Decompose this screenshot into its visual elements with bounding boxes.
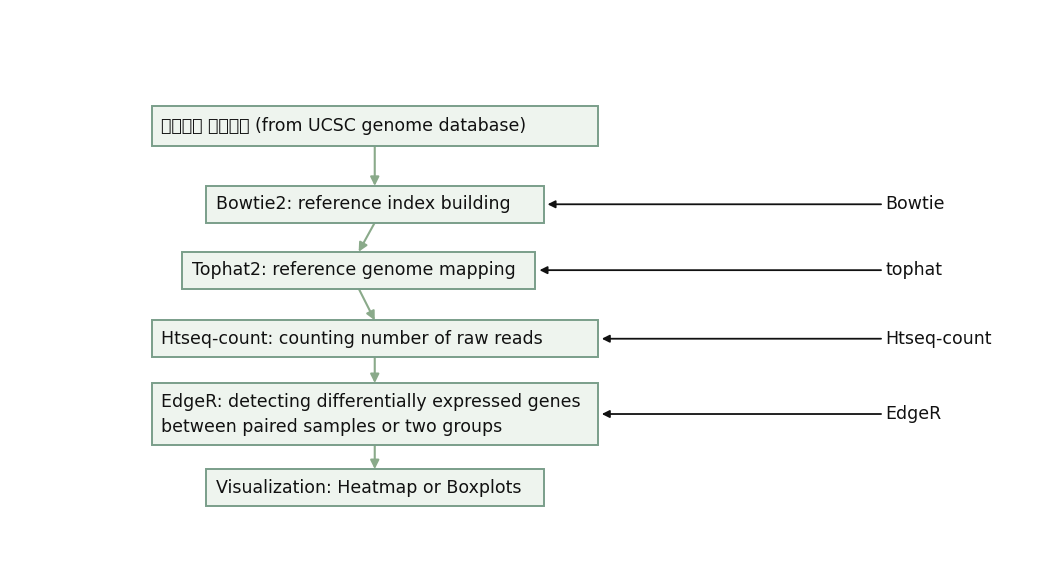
FancyBboxPatch shape: [151, 106, 597, 146]
Text: Tophat2: reference genome mapping: Tophat2: reference genome mapping: [192, 261, 515, 279]
Text: Visualization: Heatmap or Boxplots: Visualization: Heatmap or Boxplots: [216, 478, 522, 496]
FancyBboxPatch shape: [151, 383, 597, 445]
FancyBboxPatch shape: [151, 320, 597, 357]
Text: tophat: tophat: [886, 261, 942, 279]
FancyBboxPatch shape: [181, 252, 535, 289]
Text: Bowtie2: reference index building: Bowtie2: reference index building: [216, 196, 510, 213]
Text: 참조서열 다운로드 (from UCSC genome database): 참조서열 다운로드 (from UCSC genome database): [162, 117, 527, 135]
Text: EdgeR: EdgeR: [886, 405, 942, 423]
Text: EdgeR: detecting differentially expressed genes
between paired samples or two gr: EdgeR: detecting differentially expresse…: [162, 392, 581, 435]
Text: Bowtie: Bowtie: [886, 196, 945, 213]
FancyBboxPatch shape: [206, 469, 543, 506]
Text: Htseq-count: Htseq-count: [886, 330, 991, 347]
Text: Htseq-count: counting number of raw reads: Htseq-count: counting number of raw read…: [162, 330, 543, 347]
FancyBboxPatch shape: [206, 186, 543, 223]
